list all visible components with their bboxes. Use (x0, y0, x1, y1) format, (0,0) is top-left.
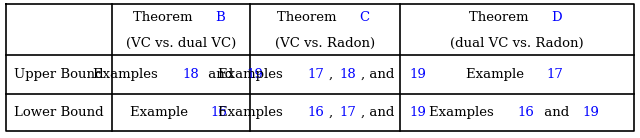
Text: 18: 18 (340, 68, 356, 81)
Text: (VC vs. Radon): (VC vs. Radon) (275, 37, 375, 50)
Text: C: C (360, 11, 369, 24)
Text: Examples: Examples (93, 68, 162, 81)
Text: 18: 18 (182, 68, 199, 81)
Text: ,: , (329, 106, 337, 119)
Text: Examples: Examples (218, 106, 287, 119)
Text: Example: Example (130, 106, 192, 119)
Text: Lower Bound: Lower Bound (14, 106, 104, 119)
Text: 16: 16 (518, 106, 535, 119)
Text: Example: Example (466, 68, 528, 81)
Text: Upper Bound: Upper Bound (15, 68, 104, 81)
Text: and: and (204, 68, 237, 81)
Text: Examples: Examples (429, 106, 498, 119)
Text: 19: 19 (583, 106, 600, 119)
Text: 16: 16 (210, 106, 227, 119)
Text: (VC vs. dual VC): (VC vs. dual VC) (125, 37, 236, 50)
Text: D: D (551, 11, 562, 24)
Text: 16: 16 (307, 106, 324, 119)
Text: and: and (540, 106, 573, 119)
Text: 17: 17 (307, 68, 324, 81)
Text: 17: 17 (340, 106, 356, 119)
Text: 19: 19 (410, 106, 427, 119)
Text: 17: 17 (546, 68, 563, 81)
Text: Examples: Examples (218, 68, 287, 81)
Text: 19: 19 (247, 68, 264, 81)
Text: Theorem: Theorem (133, 11, 197, 24)
Text: 19: 19 (410, 68, 427, 81)
Text: ,: , (329, 68, 337, 81)
Text: Theorem: Theorem (277, 11, 341, 24)
Text: , and: , and (361, 68, 399, 81)
Text: (dual VC vs. Radon): (dual VC vs. Radon) (450, 37, 584, 50)
Text: , and: , and (362, 106, 399, 119)
Text: Theorem: Theorem (469, 11, 532, 24)
Text: B: B (216, 11, 225, 24)
